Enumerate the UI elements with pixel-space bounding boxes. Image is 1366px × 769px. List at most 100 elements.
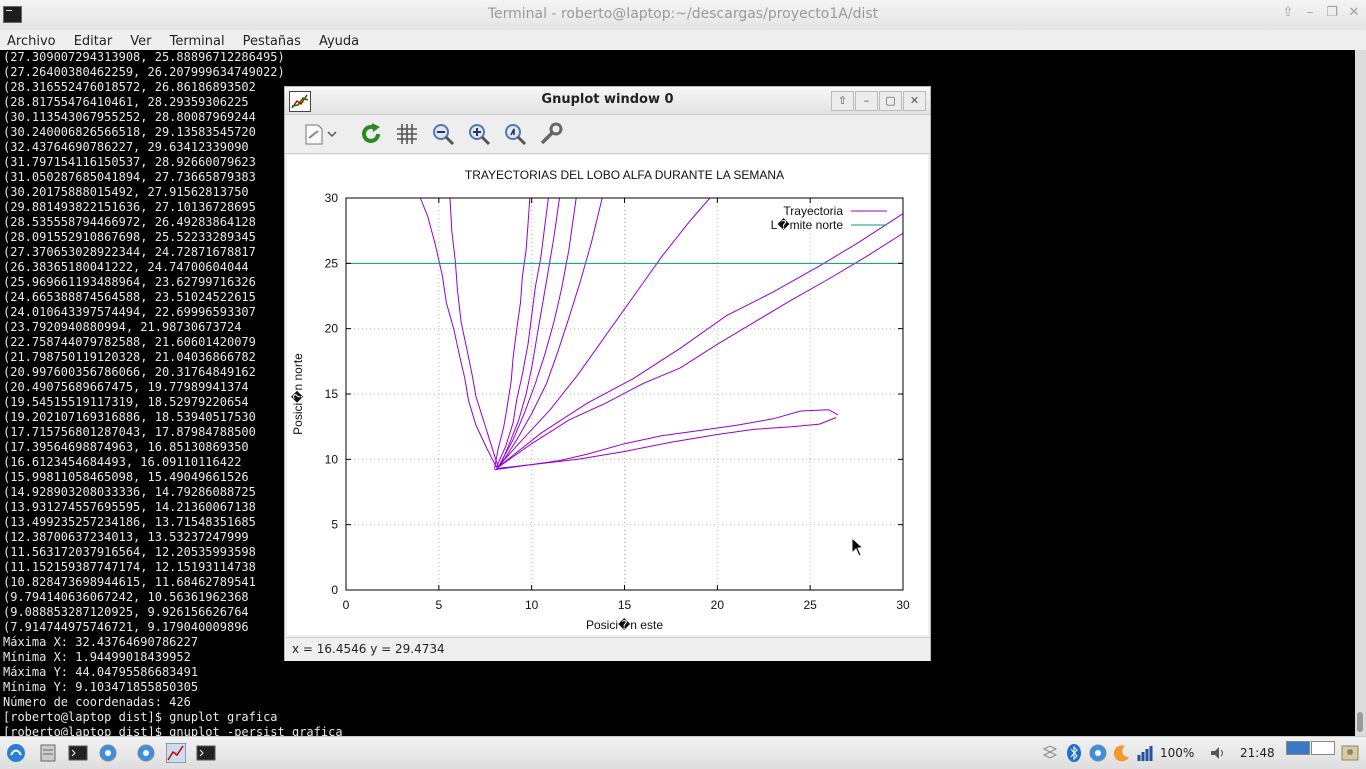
workspace-1[interactable] [1286,741,1310,755]
series-line [497,213,903,468]
terminal-line: (15.99811058465098, 15.49049661526 [3,470,249,484]
clock[interactable]: 21:48 [1240,746,1275,760]
legend-label: Trayectoria [783,204,843,218]
close-icon[interactable]: ✕ [1348,5,1360,20]
terminal-line: (19.202107169316886, 18.53940517530 [3,410,256,424]
terminal-line: (28.535558794466972, 26.49283864128 [3,215,256,229]
terminal-line: (28.316552476018572, 26.86186893502 [3,80,256,94]
gp-shade-icon[interactable]: ⇧ [831,91,854,111]
terminal-line: (29.881493822151636, 27.10136728695 [3,200,256,214]
menu-archivo[interactable]: Archivo [7,34,56,49]
terminal-line: (13.931274557695595, 14.21360067138 [3,500,256,514]
y-tick-label: 20 [325,322,339,336]
terminal-line: (9.088853287120925, 9.926156626764 [3,605,249,619]
gnuplot-app-icon[interactable] [289,91,311,112]
terminal-titlebar[interactable]: Terminal - roberto@laptop:~/descargas/pr… [0,0,1366,31]
gnuplot-toolbar [285,115,930,154]
series-line [495,198,549,468]
menu-editar[interactable]: Editar [73,34,113,49]
x-tick-label: 30 [896,598,910,612]
gp-maximize-icon[interactable]: ▢ [879,91,902,111]
terminal-line: (30.20175888015492, 27.91562813750 [3,185,249,199]
volume-icon[interactable] [1208,743,1228,763]
x-axis-label: Posici�n este [586,618,663,632]
y-tick-label: 10 [325,452,339,466]
zoom-out-icon[interactable] [431,122,455,146]
terminal-line: [roberto@laptop dist]$ gnuplot grafica [3,710,278,724]
terminal-line: (11.563172037916564, 12.20535993598 [3,545,256,559]
settings-icon[interactable] [539,122,563,146]
terminal-line: (22.758744079782588, 21.60601420079 [3,335,256,349]
series-line [496,198,711,469]
terminal-line: (21.798750119120328, 21.04036866782 [3,350,256,364]
battery-graph-icon[interactable] [1136,743,1156,763]
gp-close-icon[interactable]: ✕ [903,91,926,111]
series-line [499,198,603,467]
user-icon[interactable] [1340,743,1360,763]
terminal-line: (30.113543067955252, 28.80087969244 [3,110,256,124]
replot-icon[interactable] [359,122,383,146]
series-line [419,198,497,468]
maximize-icon[interactable]: ❐ [1326,5,1338,20]
terminal-scrollbar[interactable] [1355,50,1366,736]
browser-launcher-icon[interactable] [98,743,118,763]
terminal-line: (31.797154116150537, 28.92660079623 [3,155,256,169]
plot-area[interactable]: TRAYECTORIAS DEL LOBO ALFA DURANTE LA SE… [287,155,928,635]
terminal-line: (16.6123454684493, 16.09110116422 [3,455,242,469]
terminal-task-icon[interactable] [196,743,216,763]
terminal-line: (27.370653028922344, 24.72871678817 [3,245,256,259]
zoom-in-icon[interactable] [467,122,491,146]
start-menu-icon[interactable] [6,743,26,763]
bluetooth-icon[interactable] [1064,743,1084,763]
terminal-line: (20.49075689667475, 19.77989941374 [3,380,249,394]
menu-ver[interactable]: Ver [130,34,152,49]
series-line [449,198,499,468]
y-tick-label: 0 [331,583,338,597]
gnuplot-window[interactable]: Gnuplot window 0 ⇧ – ▢ ✕ TRAYEC [284,86,931,661]
terminal-text: (27.309007294313908, 25.88896712286495) … [0,50,1355,736]
zoom-fit-icon[interactable] [503,122,527,146]
y-axis-label: Posici�n norte [291,353,305,435]
terminal-menubar: Archivo Editar Ver Terminal Pestañas Ayu… [0,30,1366,50]
terminal-line: (26.38365180041222, 24.74700604044 [3,260,249,274]
chart[interactable]: TRAYECTORIAS DEL LOBO ALFA DURANTE LA SE… [287,155,928,635]
y-tick-label: 25 [325,256,339,270]
terminal-app-icon[interactable] [3,6,22,23]
terminal-line: (24.665388874564588, 23.51024522615 [3,290,256,304]
terminal-line: (10.828473698944615, 11.68462789541 [3,575,256,589]
terminal-line: Máxima Y: 44.04795586683491 [3,665,199,679]
terminal-line: (31.050287685041894, 27.73665879383 [3,170,256,184]
scrollbar-thumb[interactable] [1357,712,1363,732]
terminal-line: (14.928903208033336, 14.79286088725 [3,485,256,499]
terminal-line: Máxima X: 32.43764690786227 [3,635,199,649]
terminal-line: [roberto@laptop dist]$ gnuplot -persist … [3,725,343,736]
export-icon[interactable] [303,122,337,146]
browser-task-icon[interactable] [136,743,156,763]
chrome-tray-icon[interactable] [1088,743,1108,763]
workspace-2[interactable] [1311,741,1335,755]
terminal-line: Número de coordenadas: 426 [3,695,191,709]
y-tick-label: 15 [325,387,339,401]
gp-minimize-icon[interactable]: – [855,91,878,111]
y-tick-label: 30 [325,191,339,205]
file-manager-icon[interactable] [38,743,58,763]
series-line [494,409,839,471]
shade-icon[interactable]: ⇧ [1282,5,1294,20]
grid-icon[interactable] [395,122,419,146]
redshift-icon[interactable] [1112,743,1132,763]
cursor-coordinates: x = 16.4546 y = 29.4734 [292,642,445,656]
menu-pestanas[interactable]: Pestañas [242,34,301,49]
minimize-icon[interactable]: – [1306,5,1314,20]
y-tick-label: 5 [331,518,338,532]
gnuplot-titlebar[interactable]: Gnuplot window 0 ⇧ – ▢ ✕ [285,87,930,115]
mouse-cursor-icon [851,537,865,557]
terminal-line: (27.309007294313908, 25.88896712286495) [3,50,285,64]
chart-title: TRAYECTORIAS DEL LOBO ALFA DURANTE LA SE… [465,168,784,182]
terminal-line: (27.26400380462259, 26.207999634749022) [3,65,285,79]
menu-ayuda[interactable]: Ayuda [318,34,360,49]
gnuplot-task-icon[interactable] [165,742,187,764]
dropbox-icon[interactable] [1040,743,1060,763]
menu-terminal[interactable]: Terminal [169,34,225,49]
terminal-line: (17.715756801287043, 17.87984788500 [3,425,256,439]
terminal-launcher-icon[interactable] [68,743,88,763]
